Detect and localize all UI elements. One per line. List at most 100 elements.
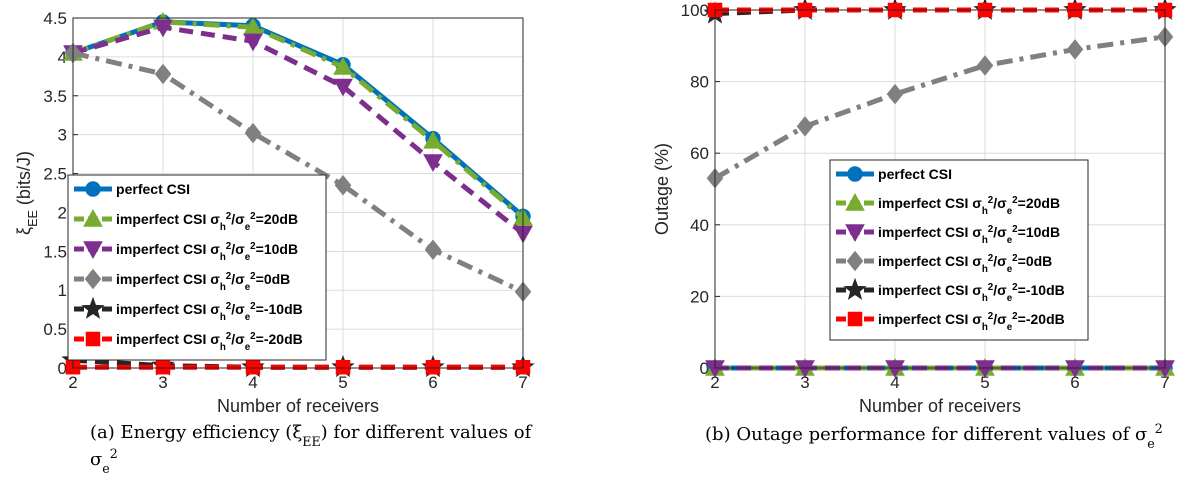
series-line: [72, 24, 525, 236]
y-tick-label: 3.5: [43, 87, 67, 106]
data-point: [334, 174, 352, 196]
legend-marker: [845, 224, 865, 243]
data-point: [1066, 39, 1084, 60]
y-tick-label: 0.5: [43, 320, 67, 339]
legend-entry: imperfect CSI σh2/σe2=10dB: [836, 224, 1060, 246]
data-point: [155, 359, 171, 375]
x-tick-label: 2: [68, 373, 77, 392]
y-tick-label: 4.5: [43, 9, 67, 28]
y-tick-label: 1: [58, 281, 67, 300]
data-point: [976, 55, 994, 76]
x-axis-label: Number of receivers: [859, 396, 1021, 416]
x-tick-label: 7: [518, 373, 527, 392]
y-tick-label: 20: [690, 287, 709, 306]
series-line: [72, 19, 525, 220]
legend: perfect CSI imperfect CSI σh2/σe2=20dB imp…: [67, 174, 327, 361]
legend-box: [67, 174, 327, 361]
y-axis-label: Outage (%): [652, 143, 672, 235]
x-axis-label: Number of receivers: [217, 396, 379, 416]
legend-marker: [845, 192, 865, 211]
y-tick-label: 3: [58, 126, 67, 145]
axes-box: [714, 9, 1166, 369]
y-tick-label: 100: [681, 1, 709, 20]
legend-label: imperfect CSI σh2/σe2=10dB: [878, 224, 1060, 246]
legend-entry: perfect CSI: [74, 181, 190, 197]
y-tick-label: 40: [690, 216, 709, 235]
legend-marker: [846, 250, 864, 272]
legend: perfect CSI imperfect CSI σh2/σe2=20dB imp…: [829, 159, 1089, 341]
legend-entry: imperfect CSI σh2/σe2=-10dB: [836, 277, 1065, 304]
y-tick-label: 4: [58, 48, 67, 67]
y-tick-label: 60: [690, 144, 709, 163]
data-point: [424, 239, 442, 261]
legend-label: imperfect CSI σh2/σe2=20dB: [878, 195, 1060, 217]
data-point: [244, 122, 262, 144]
data-point: [795, 360, 815, 379]
x-tick-label: 5: [980, 373, 989, 392]
series-line: [72, 50, 525, 295]
caption-line-2: σe2: [90, 446, 118, 476]
y-tick-label: 0: [700, 359, 709, 378]
legend-entry: imperfect CSI σh2/σe2=20dB: [836, 192, 1060, 217]
data-point: [885, 360, 905, 379]
legend-marker: [81, 296, 105, 319]
chart-2: 2 3 4 5 6 7 0 20 40 60 80 100 Number of receivers Out…: [652, 0, 1177, 451]
legend-label: imperfect CSI σh2/σe2=-20dB: [878, 311, 1065, 333]
data-point: [243, 33, 263, 52]
y-tick-label: 2.5: [43, 165, 67, 184]
legend-marker: [84, 268, 102, 290]
legend-marker: [85, 181, 101, 197]
x-tick-label: 6: [428, 373, 437, 392]
x-tick-label: 2: [710, 373, 719, 392]
data-point: [796, 116, 814, 137]
legend-entry: imperfect CSI σh2/σe2=10dB: [74, 241, 298, 263]
legend-label: perfect CSI: [116, 181, 190, 197]
data-point: [1065, 360, 1085, 379]
data-point: [335, 359, 351, 375]
legend-label: imperfect CSI σh2/σe2=-20dB: [116, 331, 303, 353]
legend-entry: perfect CSI: [836, 166, 952, 182]
legend-label: imperfect CSI σh2/σe2=-10dB: [878, 282, 1065, 304]
y-tick-label: 0: [58, 359, 67, 378]
y-tick-label: 1.5: [43, 242, 67, 261]
caption-line-1: (a) Energy efficiency (ξEE) for differen…: [90, 422, 533, 449]
data-point: [154, 63, 172, 85]
caption: (b) Outage performance for different val…: [705, 421, 1163, 451]
data-point: [245, 359, 261, 375]
x-tick-label: 6: [1070, 373, 1079, 392]
x-tick-label: 3: [158, 373, 167, 392]
x-tick-label: 4: [890, 373, 899, 392]
data-point: [425, 359, 441, 375]
legend-marker: [843, 277, 867, 300]
data-point: [886, 83, 904, 105]
chart-1: 2 3 4 5 6 7 0 0.5 1 1.5 2 2.5 3 3.5 4 4.5 Number of rece…: [14, 9, 535, 476]
legend-marker: [85, 331, 101, 347]
legend-box: [829, 159, 1089, 341]
legend-label: imperfect CSI σh2/σe2=10dB: [116, 241, 298, 263]
legend-label: imperfect CSI σh2/σe2=0dB: [878, 253, 1052, 275]
legend-label: imperfect CSI σh2/σe2=20dB: [116, 211, 298, 233]
data-point: [975, 360, 995, 379]
legend-entry: imperfect CSI σh2/σe2=0dB: [836, 250, 1052, 275]
data-point: [333, 78, 353, 97]
data-point: [333, 56, 353, 75]
legend-entry: imperfect CSI σh2/σe2=0dB: [74, 268, 290, 293]
data-point: [423, 154, 443, 172]
data-point: [153, 19, 173, 38]
y-axis-label: ξEE (bits/J): [14, 151, 40, 235]
legend-label: imperfect CSI σh2/σe2=-10dB: [116, 301, 303, 323]
legend-entry: imperfect CSI σh2/σe2=-10dB: [74, 296, 303, 323]
series-line: [713, 34, 1166, 181]
x-tick-label: 4: [248, 373, 257, 392]
legend-marker: [847, 166, 863, 182]
legend-entry: imperfect CSI σh2/σe2=-20dB: [74, 331, 303, 353]
x-tick-label: 7: [1160, 373, 1169, 392]
legend-label: perfect CSI: [878, 166, 952, 182]
legend-entry: imperfect CSI σh2/σe2=-20dB: [836, 311, 1065, 333]
legend-label: imperfect CSI σh2/σe2=0dB: [116, 271, 290, 293]
x-tick-label: 5: [338, 373, 347, 392]
x-tick-label: 3: [800, 373, 809, 392]
legend-marker: [847, 311, 863, 327]
legend-marker: [83, 208, 103, 227]
